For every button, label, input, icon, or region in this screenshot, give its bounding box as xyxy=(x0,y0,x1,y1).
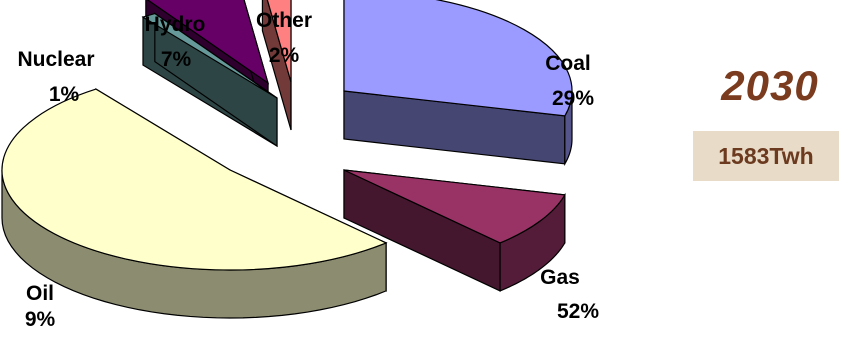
slice-label-hydro: Hydro xyxy=(145,13,206,36)
pie-top-hydro xyxy=(146,0,270,85)
slice-pct-gas: 52% xyxy=(557,300,599,323)
chart-year: 2030 xyxy=(721,62,819,109)
slice-pct-nuclear: 1% xyxy=(49,83,80,106)
pie-top-oil xyxy=(343,169,566,244)
pie-top-other xyxy=(266,0,292,83)
pie-top-nuclear xyxy=(141,12,278,99)
slice-label-nuclear: Nuclear xyxy=(17,48,94,71)
pie-top-coal xyxy=(343,0,573,117)
slice-label-other: Other xyxy=(256,9,312,32)
slice-label-oil: Oil xyxy=(26,282,54,305)
slice-pct-oil: 9% xyxy=(25,308,56,331)
pie-top-gas xyxy=(1,88,388,271)
chart-total: 1583Twh xyxy=(693,131,839,181)
slice-label-gas: Gas xyxy=(540,266,580,289)
slice-pct-coal: 29% xyxy=(552,87,594,110)
slice-label-coal: Coal xyxy=(545,52,591,75)
pie-tops xyxy=(1,0,573,271)
pie-labels: Coal 29% Oil 9% Gas 52% Nuclear 1% Hydro 7% Other 2… xyxy=(17,9,599,331)
slice-pct-other: 2% xyxy=(269,44,300,67)
slice-pct-hydro: 7% xyxy=(161,48,192,71)
